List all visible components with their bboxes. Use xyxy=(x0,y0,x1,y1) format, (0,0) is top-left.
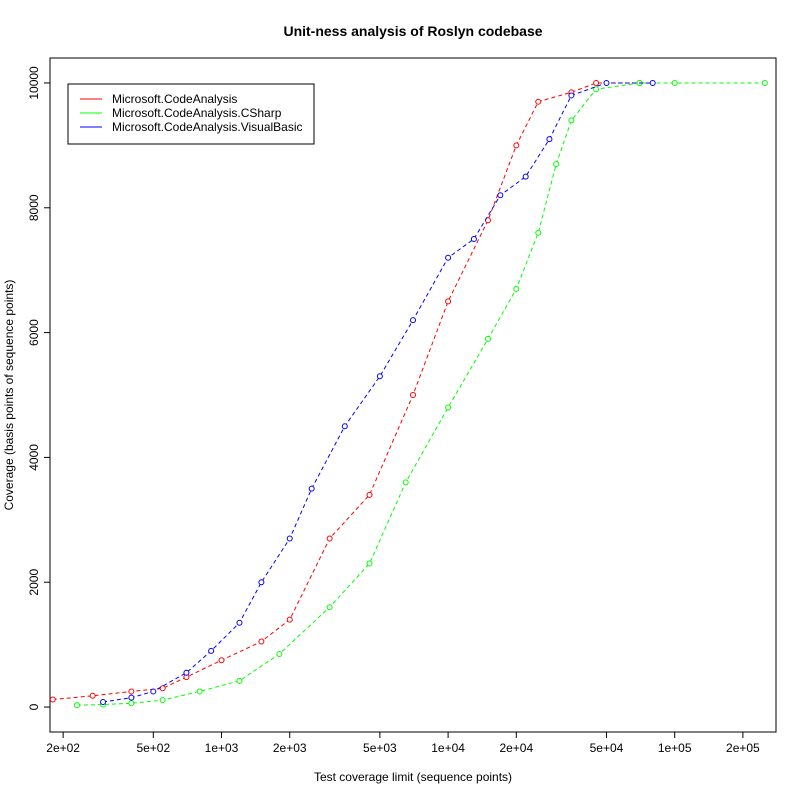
data-point xyxy=(553,161,560,168)
data-point xyxy=(326,604,333,611)
data-point xyxy=(522,173,529,180)
y-tick-label: 4000 xyxy=(27,444,41,471)
data-point xyxy=(258,638,265,645)
data-point xyxy=(159,697,166,704)
data-point xyxy=(402,479,409,486)
data-point xyxy=(341,423,348,430)
data-point xyxy=(286,535,293,542)
data-point xyxy=(568,117,575,124)
series-line xyxy=(52,82,640,701)
x-tick-label: 2e+04 xyxy=(499,741,533,755)
data-point xyxy=(159,685,166,692)
y-axis-label: Coverage (basis points of sequence point… xyxy=(2,280,16,511)
data-point xyxy=(568,92,575,99)
data-point xyxy=(671,79,678,86)
data-point xyxy=(326,535,333,542)
series-1 xyxy=(49,79,643,703)
legend-label: Microsoft.CodeAnalysis.VisualBasic xyxy=(112,120,303,134)
data-point xyxy=(308,485,315,492)
legend-label: Microsoft.CodeAnalysis.CSharp xyxy=(112,106,282,120)
data-point xyxy=(73,702,80,709)
data-point xyxy=(535,98,542,105)
data-point xyxy=(410,392,416,398)
y-tick-label: 2000 xyxy=(27,569,41,596)
data-point xyxy=(208,647,215,654)
data-point xyxy=(513,142,520,149)
legend: Microsoft.CodeAnalysisMicrosoft.CodeAnal… xyxy=(67,83,315,145)
data-point xyxy=(128,694,135,701)
data-point xyxy=(366,560,373,567)
x-axis-ticks: 2e+02 5e+02 1e+03 2e+03 5e+03 1e+04 2e+04 5e+04… xyxy=(46,732,760,755)
x-tick-label: 5e+02 xyxy=(136,741,170,755)
y-axis-ticks: 0 2000 4000 6000 8000 10000 xyxy=(27,66,50,710)
data-point xyxy=(286,616,293,623)
data-point xyxy=(236,677,243,684)
y-tick-label: 6000 xyxy=(27,319,41,346)
x-axis-label: Test coverage limit (sequence points) xyxy=(314,770,512,784)
data-point xyxy=(258,579,265,586)
series-line xyxy=(102,82,653,703)
plot-frame xyxy=(49,57,777,733)
data-point xyxy=(497,192,504,199)
data-point xyxy=(593,86,600,93)
data-point xyxy=(445,254,452,261)
series-2 xyxy=(73,79,768,709)
data-point xyxy=(128,688,135,695)
x-tick-label: 2e+05 xyxy=(726,741,760,755)
legend-box xyxy=(67,83,315,145)
legend-item: Microsoft.CodeAnalysis.VisualBasic xyxy=(80,120,303,134)
x-tick-label: 1e+05 xyxy=(658,741,692,755)
x-tick-label: 2e+02 xyxy=(46,741,80,755)
x-tick-label: 2e+03 xyxy=(273,741,307,755)
y-tick-label: 0 xyxy=(27,703,41,710)
series-line xyxy=(76,82,765,706)
x-tick-label: 1e+03 xyxy=(205,741,239,755)
data-point xyxy=(603,79,610,86)
data-point xyxy=(485,335,491,342)
data-point xyxy=(366,491,373,498)
data-point xyxy=(218,657,225,664)
data-point xyxy=(761,79,768,86)
data-point xyxy=(49,696,56,703)
data-point xyxy=(89,692,96,699)
data-point xyxy=(470,235,477,242)
data-point xyxy=(445,298,452,305)
data-point xyxy=(410,317,416,324)
data-point xyxy=(376,373,383,380)
x-tick-label: 1e+04 xyxy=(431,741,465,755)
chart-title: Unit-ness analysis of Roslyn codebase xyxy=(283,23,542,39)
data-point xyxy=(183,669,190,676)
data-point xyxy=(535,229,542,236)
data-point xyxy=(445,404,452,411)
y-tick-label: 10000 xyxy=(27,66,41,100)
legend-item: Microsoft.CodeAnalysis.CSharp xyxy=(80,106,282,120)
data-point xyxy=(513,285,520,292)
data-point xyxy=(276,650,283,657)
data-point xyxy=(649,79,656,86)
data-point xyxy=(128,700,135,707)
data-point xyxy=(100,699,107,706)
x-tick-label: 5e+03 xyxy=(363,741,397,755)
x-tick-label: 5e+04 xyxy=(590,741,624,755)
plot-box xyxy=(49,57,777,733)
data-point xyxy=(196,688,203,695)
data-point xyxy=(546,136,553,143)
data-point xyxy=(593,79,600,86)
legend-item: Microsoft.CodeAnalysis xyxy=(80,92,237,106)
data-point xyxy=(150,688,157,695)
series-group xyxy=(49,79,768,709)
y-tick-label: 8000 xyxy=(27,194,41,221)
data-point xyxy=(236,619,243,626)
series-3 xyxy=(100,79,656,706)
legend-label: Microsoft.CodeAnalysis xyxy=(112,92,237,106)
